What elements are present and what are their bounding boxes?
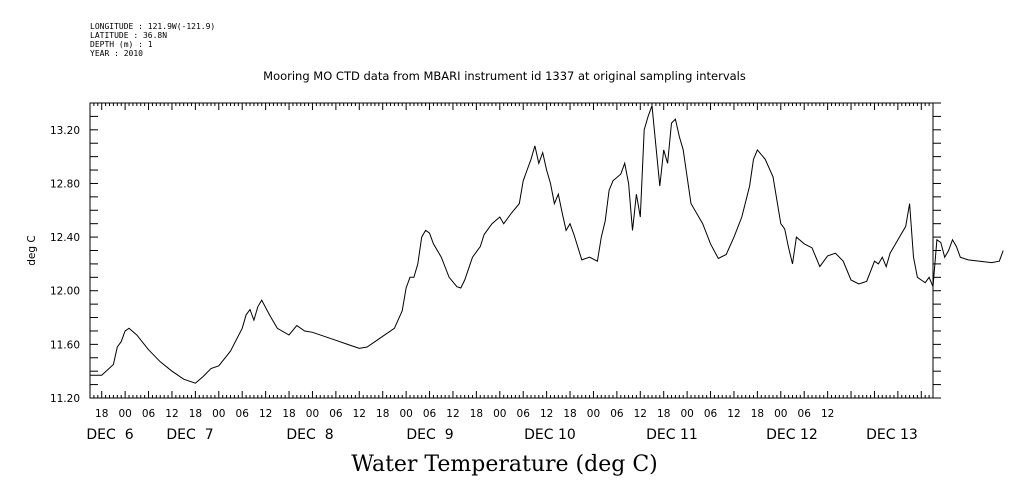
- day-label: DEC 8: [286, 427, 333, 443]
- hour-tick-label: 18: [282, 408, 295, 420]
- hour-tick-label: 18: [563, 408, 576, 420]
- y-tick-label: 11.20: [50, 393, 80, 405]
- hour-tick-label: 00: [680, 408, 693, 420]
- hour-tick-label: 06: [798, 408, 812, 420]
- hour-tick-label: 12: [540, 408, 553, 420]
- longitude-text: LONGITUDE : 121.9W(-121.9): [90, 22, 216, 31]
- depth-text: DEPTH (m) : 1: [90, 40, 153, 49]
- y-tick-label: 13.20: [50, 125, 80, 137]
- chart-title: Mooring MO CTD data from MBARI instrumen…: [263, 69, 746, 83]
- hour-tick-label: 06: [236, 408, 250, 420]
- y-tick-label: 12.80: [50, 178, 80, 190]
- hour-tick-label: 18: [751, 408, 764, 420]
- hour-tick-label: 12: [634, 408, 647, 420]
- y-tick-label: 12.00: [50, 286, 80, 298]
- day-label: DEC 11: [646, 427, 698, 443]
- hour-tick-label: 00: [118, 408, 131, 420]
- hour-tick-label: 06: [517, 408, 531, 420]
- day-label: DEC 7: [166, 427, 213, 443]
- latitude-text: LATITUDE : 36.8N: [90, 31, 168, 40]
- temperature-series-line: [90, 105, 1004, 384]
- hour-tick-label: 06: [704, 408, 718, 420]
- day-label: DEC 9: [406, 427, 453, 443]
- hour-tick-label: 12: [165, 408, 178, 420]
- year-text: YEAR : 2010: [90, 49, 143, 58]
- hour-tick-label: 00: [774, 408, 787, 420]
- hour-tick-label: 18: [376, 408, 389, 420]
- hour-tick-label: 12: [446, 408, 459, 420]
- hour-tick-label: 00: [212, 408, 225, 420]
- plot-frame: [89, 102, 934, 399]
- y-tick-label: 12.40: [50, 232, 80, 244]
- y-axis-label: deg C: [26, 235, 38, 265]
- hour-tick-label: 06: [329, 408, 343, 420]
- hour-tick-label: 06: [142, 408, 156, 420]
- hour-tick-label: 06: [610, 408, 624, 420]
- hour-tick-label: 00: [587, 408, 600, 420]
- hour-tick-label: 18: [95, 408, 108, 420]
- y-tick-label: 11.60: [50, 339, 80, 351]
- hour-tick-label: 12: [259, 408, 272, 420]
- hour-tick-label: 18: [657, 408, 670, 420]
- hour-tick-label: 06: [423, 408, 437, 420]
- day-label: DEC 6: [86, 427, 133, 443]
- day-label: DEC 10: [524, 427, 576, 443]
- hour-tick-label: 00: [493, 408, 506, 420]
- hour-tick-label: 12: [727, 408, 740, 420]
- day-label: DEC 12: [766, 427, 818, 443]
- station-metadata: LONGITUDE : 121.9W(-121.9) LATITUDE : 36…: [90, 22, 215, 58]
- day-label: DEC 13: [866, 427, 918, 443]
- hour-tick-label: 12: [353, 408, 366, 420]
- hour-tick-label: 18: [470, 408, 483, 420]
- hour-tick-label: 00: [306, 408, 319, 420]
- hour-tick-label: 18: [189, 408, 202, 420]
- hour-tick-label: 00: [399, 408, 412, 420]
- hour-tick-label: 12: [821, 408, 834, 420]
- x-axis-label: Water Temperature (deg C): [351, 452, 658, 477]
